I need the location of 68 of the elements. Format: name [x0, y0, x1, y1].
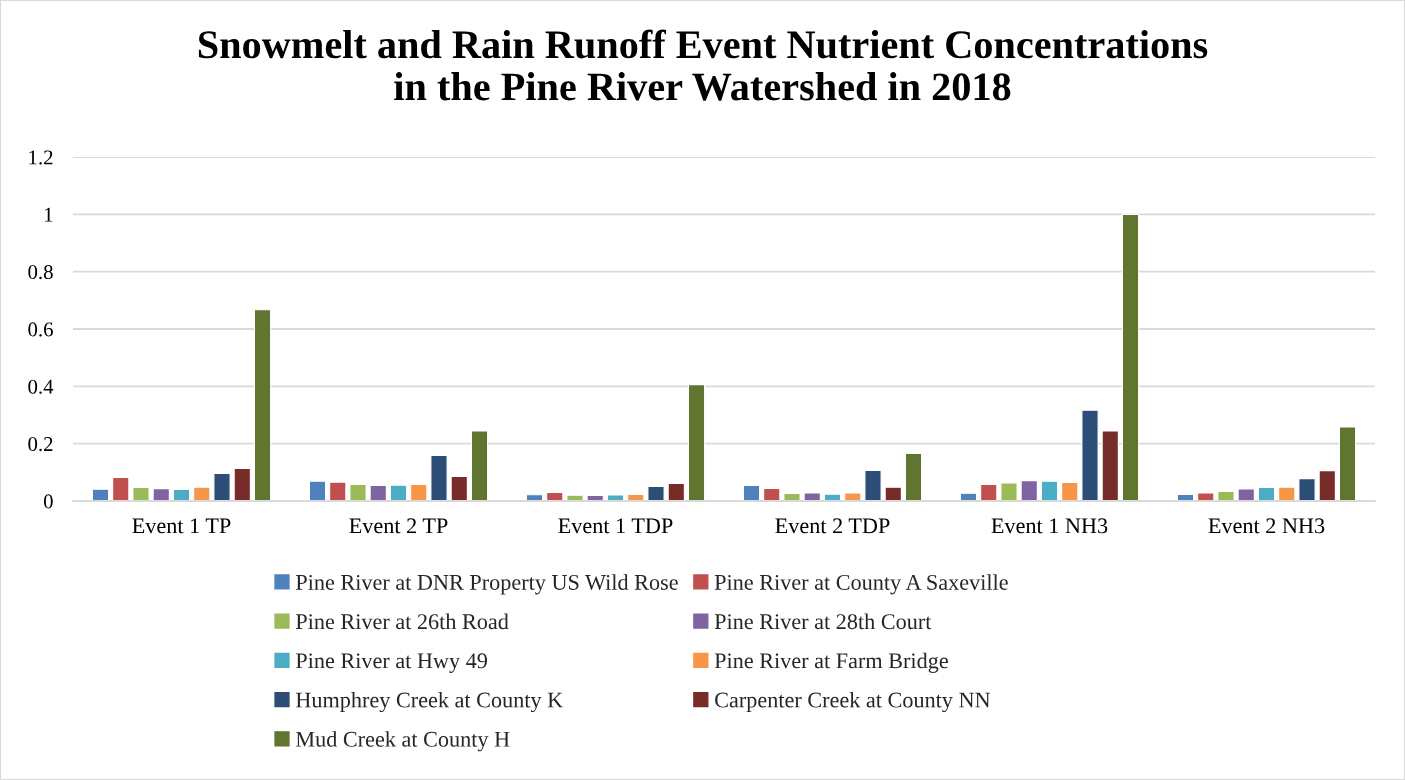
y-tick-label: 0 [43, 494, 53, 509]
bar [1061, 481, 1079, 501]
bar [742, 484, 761, 501]
legend-label: Pine River at Farm Bridge [714, 652, 948, 673]
bar [844, 492, 862, 501]
bar [1020, 480, 1038, 501]
y-tick-label: 0.2 [28, 437, 53, 452]
bar [763, 487, 781, 501]
bar [132, 486, 150, 501]
bar [1217, 490, 1235, 501]
bar [112, 476, 130, 501]
bar [410, 483, 428, 501]
legend-label: Mud Creek at County H [295, 731, 510, 752]
y-tick-label: 0.6 [28, 322, 53, 337]
bar [233, 467, 251, 501]
bar [430, 454, 448, 501]
bar [980, 483, 998, 501]
bar [864, 469, 882, 501]
legend-label: Pine River at 26th Road [295, 613, 509, 630]
bar [1278, 486, 1296, 501]
bar [213, 472, 231, 501]
y-tick-label: 1 [44, 207, 53, 222]
x-tick-label: Event 1 NH3 [991, 518, 1108, 534]
bar [1197, 492, 1215, 501]
bar [1237, 488, 1255, 501]
chart-title: Snowmelt and Rain Runoff Event Nutrient Concentrations in the Pine River Watershed in 2018 [198, 29, 1208, 101]
y-tick-label: 0.4 [28, 379, 54, 394]
bar [783, 492, 801, 501]
y-tick-label: 1.2 [29, 150, 53, 165]
bar [667, 482, 685, 501]
legend-label: Pine River at County A Saxeville [714, 574, 1008, 595]
bar [1081, 409, 1099, 501]
bar [1000, 482, 1018, 501]
bar [1101, 430, 1119, 501]
x-tick-label: Event 2 NH3 [1208, 518, 1325, 534]
x-tick-label: Event 1 TP [132, 518, 231, 534]
legend-label: Pine River at 28th Court [714, 613, 932, 630]
bar [152, 488, 170, 501]
bar [329, 481, 347, 501]
bar [369, 484, 387, 501]
bar [450, 475, 468, 501]
bar [1040, 480, 1059, 501]
bar [803, 492, 821, 501]
bar [1257, 486, 1276, 501]
bar [606, 494, 625, 501]
bar [1318, 470, 1336, 501]
x-tick-label: Event 1 TDP [558, 518, 673, 534]
bar [823, 493, 842, 501]
legend-label: Humphrey Creek at County K [295, 691, 563, 713]
bar [1121, 213, 1140, 501]
bar [193, 486, 211, 501]
bar [172, 488, 191, 501]
legend-label: Pine River at DNR Property US Wild Rose [295, 574, 678, 595]
bar [1298, 478, 1316, 501]
bar [904, 452, 923, 501]
bar [349, 483, 367, 501]
bar [687, 384, 706, 501]
x-tick-label: Event 2 TP [349, 518, 448, 534]
bar [470, 430, 489, 501]
bar [647, 485, 665, 501]
x-tick-label: Event 2 TDP [775, 518, 890, 534]
y-tick-label: 0.8 [28, 265, 53, 280]
legend-label: Pine River at Hwy 49 [295, 653, 487, 673]
legend-label: Carpenter Creek at County NN [715, 691, 991, 713]
bar [308, 480, 327, 501]
bar [1338, 426, 1357, 501]
bar [389, 484, 408, 501]
bar [253, 309, 272, 501]
